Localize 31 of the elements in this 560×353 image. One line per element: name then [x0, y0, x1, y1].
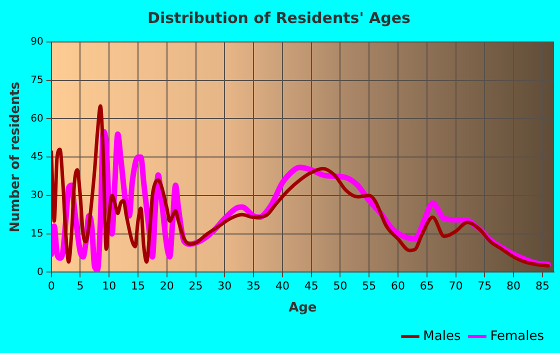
x-tick-label: 5 [76, 280, 84, 293]
x-tick-label: 25 [188, 280, 203, 293]
y-tick-label: 45 [30, 152, 44, 163]
y-axis-title: Number of residents [8, 82, 24, 232]
x-tick-label: 40 [275, 280, 290, 293]
x-tick-label: 0 [48, 280, 55, 293]
x-tick-label: 85 [535, 280, 550, 293]
y-tick-label: 60 [30, 113, 44, 124]
x-tick-label: 70 [448, 280, 463, 293]
x-tick-label: 45 [304, 280, 318, 293]
legend-label: Males [423, 328, 461, 344]
y-tick-label: 30 [30, 190, 44, 202]
line-series [51, 104, 550, 268]
x-tick-label: 55 [362, 280, 376, 293]
y-tick-label: 90 [30, 36, 44, 48]
x-tick-label: 75 [478, 280, 492, 293]
x-tick-label: 65 [420, 280, 434, 293]
legend-label: Females [490, 328, 544, 344]
x-tick-label: 50 [333, 280, 348, 293]
x-tick-label: 80 [506, 280, 521, 293]
x-axis-title: Age [288, 300, 317, 316]
x-tick-label: 15 [130, 280, 145, 293]
y-tick-label: 15 [30, 228, 44, 240]
x-tick-label: 30 [218, 280, 232, 293]
x-tick-label: 60 [390, 280, 405, 293]
x-tick-label: 35 [246, 280, 261, 293]
y-tick-label: 0 [36, 266, 44, 278]
x-tick-label: 20 [160, 280, 174, 293]
x-tick-label: 10 [102, 280, 116, 293]
y-tick-label: 75 [30, 74, 44, 86]
chart-title: Distribution of Residents' Ages [148, 8, 411, 27]
